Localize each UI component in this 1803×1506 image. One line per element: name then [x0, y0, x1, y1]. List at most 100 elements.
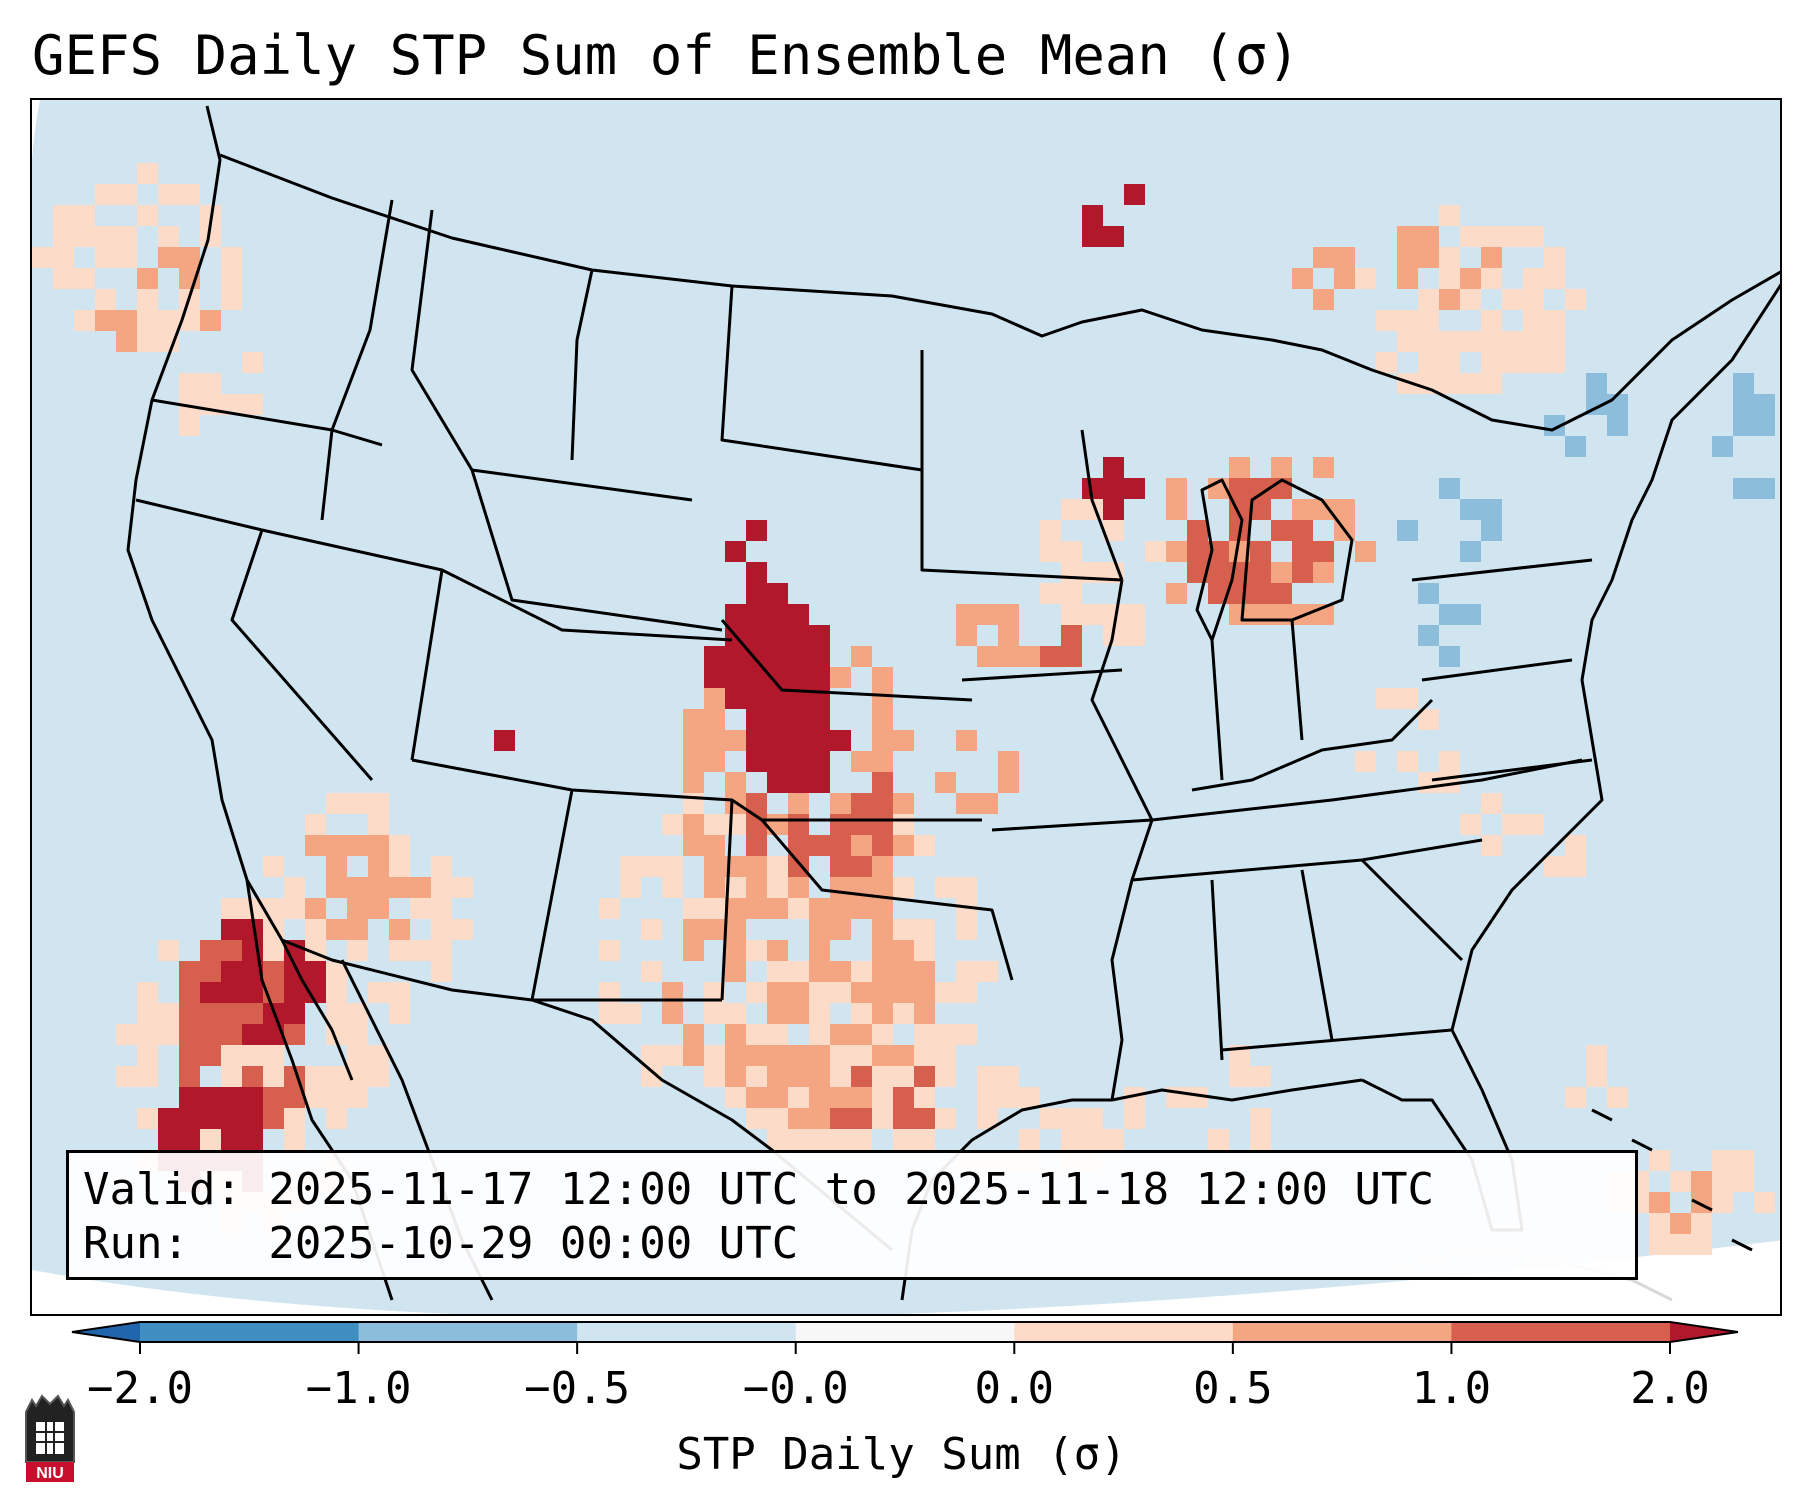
anomaly-cell: [1460, 541, 1481, 562]
anomaly-cell: [767, 751, 788, 772]
anomaly-cell: [200, 373, 221, 394]
state-line-wi-mi: [1080, 429, 1124, 581]
anomaly-cell: [221, 898, 242, 919]
anomaly-cell: [1733, 415, 1754, 436]
anomaly-cell: [893, 919, 914, 940]
anomaly-cell: [1082, 226, 1103, 247]
anomaly-cell: [746, 898, 767, 919]
state-line-tn-ky: [1151, 758, 1583, 822]
state-line-nd-sd: [720, 285, 923, 472]
anomaly-cell: [746, 604, 767, 625]
anomaly-cell: [452, 877, 473, 898]
anomaly-cell: [179, 1087, 200, 1108]
anomaly-cell: [1061, 1129, 1082, 1150]
anomaly-cell: [284, 1108, 305, 1129]
anomaly-cell: [263, 961, 284, 982]
anomaly-cell: [1250, 541, 1271, 562]
anomaly-cell: [389, 877, 410, 898]
anomaly-cell: [179, 415, 200, 436]
anomaly-cell: [1481, 352, 1502, 373]
colorbar-tick-label: 0.0: [974, 1363, 1055, 1414]
anomaly-cell: [179, 373, 200, 394]
anomaly-cell: [1313, 457, 1334, 478]
anomaly-cell: [1712, 436, 1733, 457]
anomaly-cell: [1124, 604, 1145, 625]
anomaly-cell: [1376, 310, 1397, 331]
anomaly-cell: [200, 226, 221, 247]
anomaly-cell: [368, 1045, 389, 1066]
anomaly-cell: [368, 877, 389, 898]
anomaly-cell: [1250, 1066, 1271, 1087]
anomaly-cell: [1376, 352, 1397, 373]
anomaly-cell: [1250, 499, 1271, 520]
anomaly-cell: [1733, 394, 1754, 415]
west-coastline: [126, 105, 354, 1081]
anomaly-cell: [809, 835, 830, 856]
anomaly-cell: [200, 310, 221, 331]
anomaly-cell: [1670, 1171, 1691, 1192]
anomaly-cell: [746, 793, 767, 814]
anomaly-cell: [305, 982, 326, 1003]
anomaly-cell: [1565, 856, 1586, 877]
anomaly-cell: [305, 1066, 326, 1087]
anomaly-cell: [389, 919, 410, 940]
anomaly-cell: [1040, 583, 1061, 604]
anomaly-cell: [263, 1108, 284, 1129]
anomaly-cell: [200, 1087, 221, 1108]
anomaly-cell: [851, 961, 872, 982]
anomaly-cell: [1376, 688, 1397, 709]
anomaly-cell: [956, 793, 977, 814]
anomaly-cell: [725, 940, 746, 961]
anomaly-cell: [242, 1066, 263, 1087]
colorbar-segment: [577, 1322, 797, 1342]
anomaly-cell: [1103, 478, 1124, 499]
anomaly-cell: [1061, 583, 1082, 604]
anomaly-cell: [347, 940, 368, 961]
anomaly-cell: [809, 667, 830, 688]
anomaly-cell: [641, 1045, 662, 1066]
anomaly-cell: [368, 856, 389, 877]
anomaly-cell: [872, 982, 893, 1003]
anomaly-cell: [872, 751, 893, 772]
anomaly-cell: [1313, 562, 1334, 583]
anomaly-cell: [179, 1108, 200, 1129]
anomaly-cell: [1271, 520, 1292, 541]
anomaly-cell: [809, 772, 830, 793]
anomaly-cell: [1523, 814, 1544, 835]
colorbar-segment: [1451, 1322, 1671, 1342]
anomaly-cell: [1670, 1213, 1691, 1234]
anomaly-cell: [725, 919, 746, 940]
anomaly-cell: [326, 1066, 347, 1087]
political-boundaries: [126, 105, 1780, 1302]
anomaly-cell: [788, 1003, 809, 1024]
anomaly-cell: [704, 667, 725, 688]
anomaly-cell: [1607, 415, 1628, 436]
anomaly-cell: [242, 1108, 263, 1129]
anomaly-cell: [1544, 310, 1565, 331]
anomaly-cell: [1460, 226, 1481, 247]
anomaly-cell: [1166, 499, 1187, 520]
state-line-pa-south: [1421, 658, 1573, 682]
anomaly-cell: [326, 982, 347, 1003]
anomaly-cell: [725, 772, 746, 793]
anomaly-cell: [1418, 625, 1439, 646]
anomaly-cell: [914, 1108, 935, 1129]
anomaly-cell: [326, 856, 347, 877]
anomaly-cell: [221, 1045, 242, 1066]
anomaly-cell: [326, 877, 347, 898]
anomaly-cell: [347, 1045, 368, 1066]
anomaly-cell: [1439, 604, 1460, 625]
anomaly-cell: [872, 1087, 893, 1108]
anomaly-cell: [872, 688, 893, 709]
anomaly-cell: [872, 667, 893, 688]
anomaly-cell: [935, 1045, 956, 1066]
valid-time-text: Valid: 2025-11-17 12:00 UTC to 2025-11-1…: [83, 1164, 1435, 1215]
anomaly-cell: [179, 1003, 200, 1024]
anomaly-cell: [116, 1066, 137, 1087]
anomaly-cell: [368, 835, 389, 856]
state-line-ia-mo: [961, 668, 1123, 682]
anomaly-cell: [326, 793, 347, 814]
anomaly-cell: [767, 772, 788, 793]
anomaly-cell: [872, 919, 893, 940]
anomaly-cell: [242, 1024, 263, 1045]
